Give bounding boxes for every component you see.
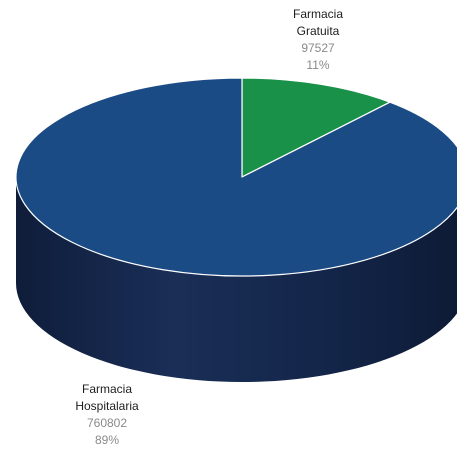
pie-side-wall — [16, 177, 457, 382]
slice-label-name-line1: Farmacia — [81, 382, 132, 396]
slice-label-name-line2: Hospitalaria — [75, 399, 139, 413]
slice-label-name-line1: Farmacia — [292, 7, 343, 21]
slice-label-gratuita: Farmacia Gratuita 97527 11% — [268, 6, 368, 74]
slice-label-value: 760802 — [86, 416, 128, 430]
slice-label-percent: 89% — [94, 433, 120, 447]
pie-slice-gratuita — [241, 77, 391, 178]
slice-label-hospitalaria: Farmacia Hospitalaria 760802 89% — [52, 381, 162, 449]
slice-label-name-line2: Gratuita — [296, 24, 340, 38]
pie-slice-hospitalaria — [15, 77, 457, 277]
slice-label-value: 97527 — [301, 41, 335, 55]
slice-label-percent: 11% — [306, 58, 330, 72]
